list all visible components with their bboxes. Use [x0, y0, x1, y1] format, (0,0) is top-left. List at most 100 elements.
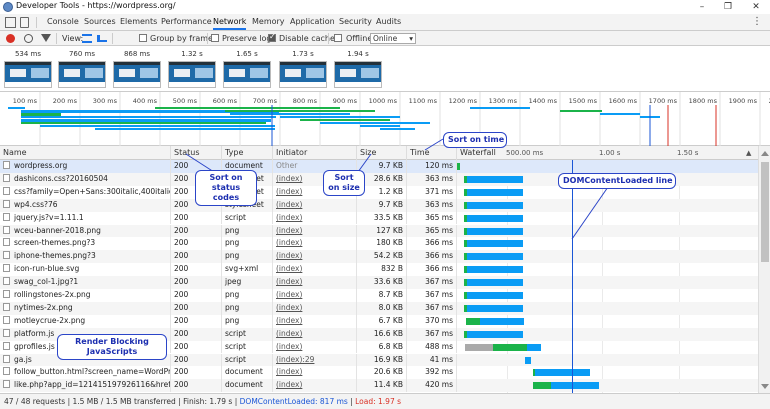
waterfall-cell[interactable]: [457, 199, 758, 212]
request-name-cell[interactable]: ga.js: [0, 353, 171, 367]
table-row[interactable]: swag_col-1.jpg?1 200 jpeg (index) 33.6 KB 367…: [0, 276, 758, 289]
request-name-cell[interactable]: follow_button.html?screen_name=WordPress…: [0, 366, 171, 380]
record-button[interactable]: [6, 34, 15, 43]
request-name-cell[interactable]: gprofiles.js: [0, 340, 171, 354]
filmstrip-frame[interactable]: 1.94 s: [334, 50, 382, 88]
request-initiator-cell[interactable]: (index): [273, 340, 357, 354]
request-name-cell[interactable]: css?family=Open+Sans:300italic,400italic…: [0, 185, 171, 199]
waterfall-cell[interactable]: [457, 237, 758, 250]
waterfall-cell[interactable]: [457, 341, 758, 354]
request-initiator-cell[interactable]: (index):29: [273, 353, 357, 367]
waterfall-cell[interactable]: [457, 366, 758, 379]
column-time[interactable]: Time: [407, 146, 457, 160]
minimize-button[interactable]: –: [699, 2, 705, 12]
table-row[interactable]: rollingstones-2x.png 200 png (index) 8.7 KB 3…: [0, 289, 758, 302]
request-initiator-cell[interactable]: Other: [273, 160, 357, 173]
waterfall-cell[interactable]: [457, 173, 758, 186]
disable-cache-checkbox[interactable]: [268, 32, 276, 42]
request-name-cell[interactable]: rollingstones-2x.png: [0, 289, 171, 302]
request-initiator-cell[interactable]: (index): [273, 366, 357, 380]
device-toolbar-icon[interactable]: [20, 17, 29, 28]
sort-ascending-icon[interactable]: ▲: [746, 149, 752, 157]
filmstrip-frame[interactable]: 1.65 s: [223, 50, 271, 88]
table-row[interactable]: jquery.js?v=1.11.1 200 script (index) 33.5 K…: [0, 211, 758, 225]
table-row[interactable]: platform.js 200 script (index) 16.6 KB 367 ms: [0, 327, 758, 341]
request-initiator-cell[interactable]: (index): [273, 289, 357, 302]
request-initiator-cell[interactable]: (index): [273, 276, 357, 289]
table-row[interactable]: nytimes-2x.png 200 png (index) 8.0 KB 367 ms: [0, 301, 758, 315]
close-button[interactable]: ✕: [752, 2, 760, 12]
request-name-cell[interactable]: wordpress.org: [0, 160, 171, 173]
tab-application[interactable]: Application: [290, 17, 335, 26]
request-name-cell[interactable]: wp4.css?76: [0, 198, 171, 212]
waterfall-cell[interactable]: [457, 186, 758, 199]
waterfall-cell[interactable]: [457, 263, 758, 276]
request-name-cell[interactable]: like.php?app_id=121415197926116&href=htt…: [0, 379, 171, 393]
preserve-log-checkbox[interactable]: [211, 34, 219, 42]
tab-elements[interactable]: Elements: [120, 17, 158, 26]
scroll-up-icon[interactable]: [761, 151, 769, 156]
large-rows-icon[interactable]: [82, 34, 92, 43]
table-row[interactable]: wordpress.org 200 document Other 9.7 KB 120 m…: [0, 160, 758, 173]
request-name-cell[interactable]: motleycrue-2x.png: [0, 314, 171, 328]
throttle-select[interactable]: Online ▾: [370, 33, 416, 44]
scrollbar-thumb[interactable]: [761, 162, 769, 262]
waterfall-cell[interactable]: [457, 379, 758, 392]
column-type[interactable]: Type: [222, 146, 273, 160]
maximize-button[interactable]: ❐: [723, 2, 733, 12]
waterfall-cell[interactable]: [457, 328, 758, 341]
request-initiator-cell[interactable]: (index): [273, 250, 357, 264]
request-name-cell[interactable]: jquery.js?v=1.11.1: [0, 211, 171, 225]
column-waterfall[interactable]: Waterfall 500.00 ms 1.00 s 1.50 s ▲: [457, 146, 758, 160]
scroll-down-icon[interactable]: [761, 384, 769, 389]
request-name-cell[interactable]: platform.js: [0, 327, 171, 341]
waterfall-cell[interactable]: [457, 160, 758, 173]
column-size[interactable]: Size: [357, 146, 407, 160]
column-status[interactable]: Status: [171, 146, 222, 160]
request-initiator-cell[interactable]: (index): [273, 301, 357, 315]
group-by-frame-checkbox[interactable]: [139, 34, 147, 42]
waterfall-cell[interactable]: [457, 354, 758, 367]
filter-icon[interactable]: [41, 34, 51, 42]
waterfall-cell[interactable]: [457, 276, 758, 289]
column-name[interactable]: Name: [0, 146, 171, 160]
waterfall-cell[interactable]: [457, 212, 758, 225]
filmstrip-frame[interactable]: 534 ms: [4, 50, 52, 88]
request-initiator-cell[interactable]: (index): [273, 224, 357, 238]
table-row[interactable]: screen-themes.png?3 200 png (index) 180 KB 36…: [0, 237, 758, 251]
table-row[interactable]: wp4.css?76200stylesheet(index)9.7 KB363 …: [0, 198, 758, 212]
request-name-cell[interactable]: wceu-banner-2018.png: [0, 224, 171, 238]
waterfall-cell[interactable]: [457, 289, 758, 302]
waterfall-cell[interactable]: [457, 302, 758, 315]
request-initiator-cell[interactable]: (index): [273, 237, 357, 251]
tab-security[interactable]: Security: [339, 17, 372, 26]
inspect-element-icon[interactable]: [5, 17, 16, 28]
table-row[interactable]: like.php?app_id=121415197926116&href=htt…: [0, 379, 758, 393]
tab-console[interactable]: Console: [47, 17, 79, 26]
tab-audits[interactable]: Audits: [376, 17, 402, 26]
filmstrip-frame[interactable]: 868 ms: [113, 50, 161, 88]
table-row[interactable]: iphone-themes.png?3 200 png (index) 54.2 KB 3…: [0, 250, 758, 264]
waterfall-cell[interactable]: [457, 315, 758, 328]
tab-memory[interactable]: Memory: [252, 17, 285, 26]
filmstrip-frame[interactable]: 760 ms: [58, 50, 106, 88]
request-initiator-cell[interactable]: (index): [273, 314, 357, 328]
filmstrip-frame[interactable]: 1.73 s: [279, 50, 327, 88]
table-row[interactable]: follow_button.html?screen_name=WordPress…: [0, 366, 758, 380]
request-name-cell[interactable]: screen-themes.png?3: [0, 237, 171, 251]
request-name-cell[interactable]: dashicons.css?20160504: [0, 172, 171, 186]
tab-performance[interactable]: Performance: [161, 17, 212, 26]
waterfall-cell[interactable]: [457, 250, 758, 263]
table-scrollbar[interactable]: [758, 146, 770, 393]
table-row[interactable]: gprofiles.js 200 script (index) 6.8 KB 488 ms: [0, 340, 758, 354]
waterfall-cell[interactable]: [457, 225, 758, 238]
request-name-cell[interactable]: swag_col-1.jpg?1: [0, 276, 171, 289]
filmstrip-frame[interactable]: 1.32 s: [168, 50, 216, 88]
tab-network[interactable]: Network: [213, 14, 247, 30]
request-initiator-cell[interactable]: (index): [273, 327, 357, 341]
request-name-cell[interactable]: icon-run-blue.svg: [0, 263, 171, 277]
table-row[interactable]: wceu-banner-2018.png 200 png (index) 127 KB 3…: [0, 224, 758, 238]
request-name-cell[interactable]: nytimes-2x.png: [0, 301, 171, 315]
request-name-cell[interactable]: iphone-themes.png?3: [0, 250, 171, 264]
